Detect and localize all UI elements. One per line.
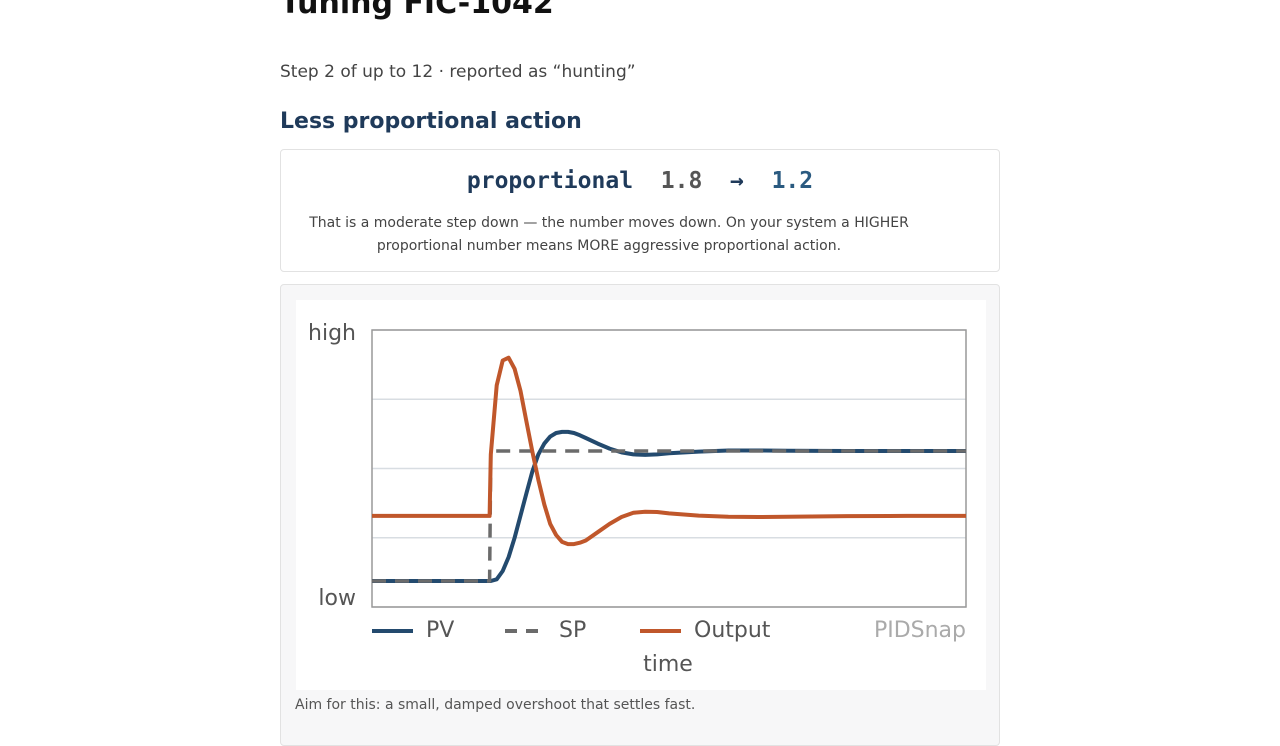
page: Tuning FIC-1042 Step 2 of up to 12 · rep… [280,0,1000,746]
chart: time PIDSnap low high PV SP Output [296,300,986,690]
series-line [372,355,966,547]
parameter: proportional [466,168,634,194]
legend-label: Output [694,618,771,643]
legend-label: PV [426,618,454,643]
series-line [372,429,966,583]
to-value: 1.2 [771,168,814,194]
y-tick-label: high [308,321,356,346]
from-value: 1.8 [660,168,703,194]
subtitle: Step 2 of up to 12 · reported as “huntin… [280,62,636,82]
plot-frame [371,329,967,608]
caption: Aim for this: a small, damped overshoot … [295,697,696,713]
series-line [372,449,966,583]
arrow: → [730,168,744,194]
change-line: proportional 1.8 → 1.2 [281,168,999,194]
heading: Less proportional action [280,109,582,134]
legend-label: SP [559,618,586,643]
note: That is a moderate step down — the numbe… [309,215,909,254]
change-card: proportional 1.8 → 1.2 That is a moderat… [280,149,1000,272]
watermark: PIDSnap [874,618,966,643]
y-tick-label: low [318,586,356,611]
page-title: Tuning FIC-1042 [280,0,554,21]
x-axis-label: time [643,652,693,677]
